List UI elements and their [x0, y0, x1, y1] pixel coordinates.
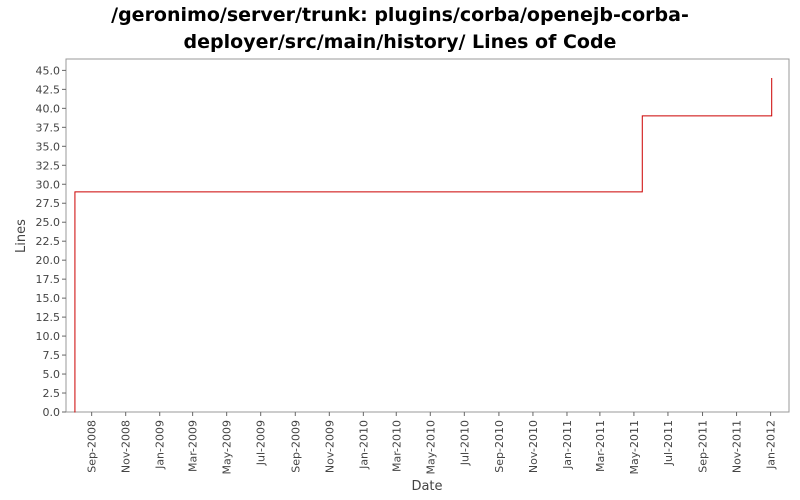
y-tick-label: 20.0 [36, 254, 61, 267]
x-tick-label: Nov-2009 [323, 420, 336, 473]
chart-title-line-2: deployer/src/main/history/ Lines of Code [183, 31, 617, 53]
y-tick-label: 22.5 [36, 235, 61, 248]
x-tick-label: Nov-2011 [731, 420, 744, 473]
y-tick-label: 15.0 [36, 292, 61, 305]
y-tick-label: 5.0 [43, 368, 61, 381]
y-tick-label: 45.0 [36, 64, 61, 77]
x-tick-label: Jan-2010 [357, 420, 370, 470]
x-tick-label: Sep-2011 [697, 420, 710, 473]
x-tick-label: Jan-2009 [154, 420, 167, 470]
y-tick-label: 12.5 [36, 311, 61, 324]
y-tick-label: 32.5 [36, 159, 61, 172]
x-tick-label: Sep-2010 [493, 420, 506, 473]
y-tick-label: 25.0 [36, 216, 61, 229]
y-tick-label: 27.5 [36, 197, 61, 210]
chart-title: /geronimo/server/trunk: plugins/corba/op… [0, 2, 800, 56]
x-tick-label: Mar-2009 [187, 420, 200, 472]
x-tick-label: Nov-2008 [120, 420, 133, 473]
y-tick-label: 30.0 [36, 178, 61, 191]
y-tick-label: 42.5 [36, 83, 61, 96]
x-tick-label: Sep-2009 [289, 420, 302, 473]
y-tick-label: 37.5 [36, 121, 61, 134]
x-tick-label: Jan-2012 [765, 420, 778, 470]
y-tick-label: 2.5 [43, 387, 61, 400]
x-tick-label: Sep-2008 [86, 420, 99, 473]
plot-area [65, 58, 790, 413]
x-tick-label: Jul-2011 [662, 420, 675, 466]
y-axis: 0.0 2.5 5.0 7.5 10.0 12.5 15.0 17.5 20.0 22.5 25.0… [36, 64, 66, 419]
y-axis-title: Lines [14, 219, 29, 253]
x-tick-label: May-2011 [628, 420, 641, 475]
y-tick-label: 35.0 [36, 140, 61, 153]
y-tick-label: 0.0 [43, 406, 61, 419]
x-tick-label: May-2010 [424, 420, 437, 475]
y-tick-label: 7.5 [43, 349, 61, 362]
x-tick-label: Jul-2010 [458, 420, 471, 466]
y-tick-label: 40.0 [36, 102, 61, 115]
x-axis: Sep-2008 Nov-2008 Jan-2009 Mar-2009 May-2009… [86, 412, 778, 475]
x-tick-label: Nov-2010 [527, 420, 540, 473]
series-layer [74, 77, 773, 413]
x-tick-label: Mar-2010 [390, 420, 403, 472]
x-tick-label: Jan-2011 [561, 420, 574, 470]
x-tick-label: Mar-2011 [594, 420, 607, 472]
x-tick-label: Jul-2009 [255, 420, 268, 466]
y-tick-label: 17.5 [36, 273, 61, 286]
x-axis-title: Date [411, 479, 442, 494]
series-line-0 [74, 77, 773, 413]
y-tick-label: 10.0 [36, 330, 61, 343]
plot-frame [65, 58, 790, 413]
x-tick-label: May-2009 [221, 420, 234, 475]
chart-title-line-1: /geronimo/server/trunk: plugins/corba/op… [111, 4, 689, 26]
